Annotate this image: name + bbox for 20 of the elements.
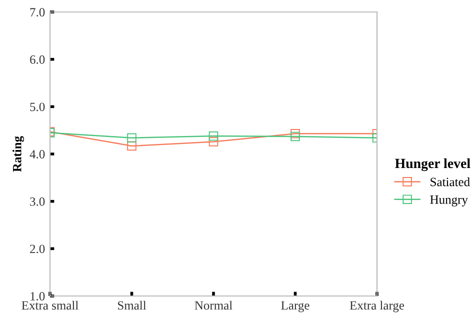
x-tick-label: Normal xyxy=(194,300,232,310)
legend-label: Satiated xyxy=(430,177,470,186)
y-axis-title: Rating xyxy=(12,136,24,172)
x-tick-label: Extra small xyxy=(22,300,78,310)
x-tick-label: Small xyxy=(118,300,146,310)
y-tick-label: 7.0 xyxy=(30,8,45,17)
y-tick-label: 2.0 xyxy=(30,244,45,254)
y-tick-label: 1.0 xyxy=(30,292,45,301)
x-tick-label: Extra large xyxy=(350,300,404,312)
y-tick-label: 6.0 xyxy=(30,55,45,64)
point xyxy=(208,131,218,141)
point xyxy=(290,132,300,142)
point xyxy=(127,133,136,143)
legend-label: Hungry xyxy=(430,196,468,206)
legend-title: Hunger level xyxy=(395,158,470,172)
y-tick-label: 4.0 xyxy=(30,150,45,159)
x-tick-label: Large xyxy=(281,301,310,312)
point xyxy=(208,137,218,146)
y-tick-label: 3.0 xyxy=(30,197,45,206)
y-tick-label: 5.0 xyxy=(30,102,45,112)
